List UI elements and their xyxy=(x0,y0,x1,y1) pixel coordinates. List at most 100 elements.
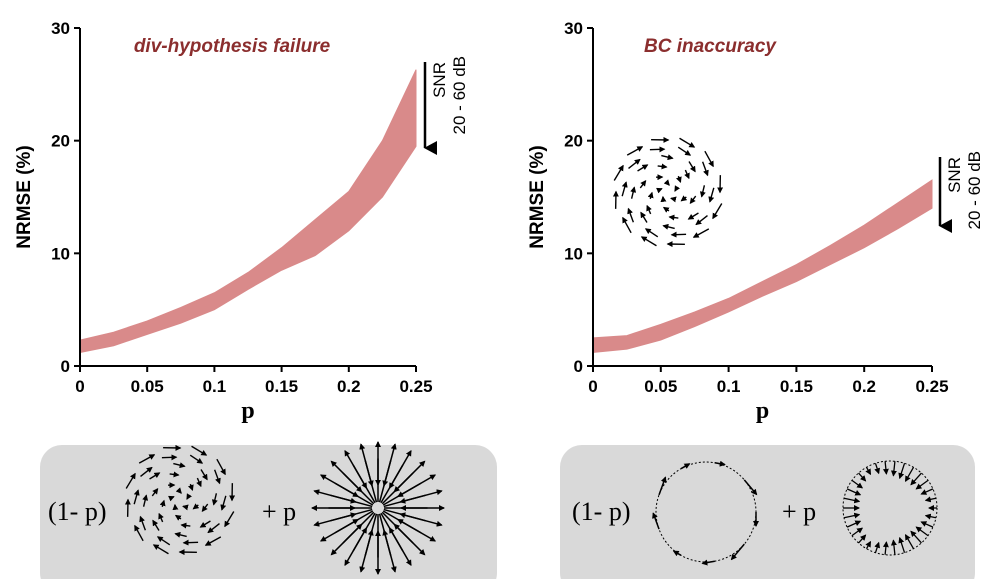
x-tick-label: 0.1 xyxy=(203,377,227,396)
field-arrow xyxy=(174,531,187,538)
field-arrow xyxy=(663,179,670,186)
field-arrow xyxy=(699,185,706,198)
field-arrow xyxy=(334,482,359,498)
field-arrow xyxy=(701,559,715,566)
field-arrow xyxy=(890,461,897,477)
field-arrow xyxy=(898,536,906,553)
field-arrow xyxy=(196,477,202,488)
field-arrow xyxy=(924,513,937,520)
field-arrow xyxy=(689,195,697,205)
field-arrow xyxy=(661,154,674,161)
field-arrow xyxy=(139,515,147,531)
field-arrow xyxy=(679,137,696,148)
annotation: SNR xyxy=(430,62,449,98)
field-arrow xyxy=(662,223,675,230)
field-arrow xyxy=(125,472,136,489)
field-arrow xyxy=(393,523,414,544)
band-area xyxy=(592,179,933,354)
field-arrow xyxy=(220,495,227,511)
field-arrow xyxy=(646,204,652,215)
y-tick-label: 10 xyxy=(564,244,583,263)
field-arrow xyxy=(388,527,404,552)
y-axis-label: NRMSE (%) xyxy=(527,145,548,248)
field-arrow xyxy=(644,228,659,238)
field-arrow xyxy=(364,459,374,487)
annotation: 20 - 60 dB xyxy=(965,151,984,229)
field-arrow xyxy=(382,529,392,557)
field-arrow xyxy=(684,169,690,180)
field-arrow xyxy=(662,206,670,213)
y-axis-label: NRMSE (%) xyxy=(14,145,35,248)
field-arrow xyxy=(161,454,178,461)
x-tick-label: 0 xyxy=(588,377,597,396)
field-arrow xyxy=(628,158,641,169)
field-arrow xyxy=(657,163,668,170)
field-arrow xyxy=(865,466,872,476)
formula-label: + p xyxy=(262,497,296,526)
field-arrow xyxy=(175,487,182,494)
field-arrow xyxy=(152,544,169,555)
field-arrow xyxy=(201,503,209,513)
field-arrow xyxy=(672,550,682,557)
field-arrow xyxy=(156,536,171,546)
field-arrow xyxy=(920,521,934,528)
field-arrow xyxy=(173,462,186,469)
x-tick-label: 0.05 xyxy=(131,377,164,396)
field-arrow xyxy=(334,518,359,534)
field-arrow xyxy=(151,487,159,497)
field-arrow xyxy=(186,493,193,500)
field-arrow xyxy=(910,530,922,544)
y-tick-label: 30 xyxy=(51,19,70,38)
y-tick-label: 30 xyxy=(564,19,583,38)
field-arrow xyxy=(140,466,153,477)
annotation: 20 - 60 dB xyxy=(450,56,469,134)
field-arrow xyxy=(680,463,691,470)
x-tick-label: 0.05 xyxy=(644,377,677,396)
field-arrow xyxy=(159,499,166,507)
field-arrow xyxy=(640,236,657,247)
field-arrow xyxy=(874,463,881,475)
field-arrow xyxy=(216,458,226,476)
field-arrow xyxy=(204,536,222,546)
field-arrow xyxy=(708,187,715,203)
field-arrow xyxy=(652,512,660,530)
field-arrow xyxy=(851,479,864,489)
annotation: SNR xyxy=(945,157,964,193)
field-arrow xyxy=(399,512,427,522)
field-arrow xyxy=(640,211,648,223)
field-arrow xyxy=(192,503,200,510)
field-arrow xyxy=(692,228,710,238)
field-arrow xyxy=(199,520,211,528)
formula-label: (1- p) xyxy=(572,497,630,526)
chart-title: div-hypothesis failure xyxy=(134,36,331,57)
field-arrow xyxy=(704,150,714,168)
x-axis-label: p xyxy=(756,398,769,424)
field-arrow xyxy=(649,146,666,153)
field-arrow xyxy=(329,494,357,504)
field-arrow xyxy=(695,215,708,226)
field-arrow xyxy=(174,514,182,521)
y-tick-label: 10 xyxy=(51,244,70,263)
field-arrow xyxy=(342,523,363,544)
field-arrow xyxy=(637,164,649,172)
field-arrow xyxy=(133,489,140,505)
field-arrow xyxy=(191,445,208,456)
y-tick-label: 0 xyxy=(574,357,583,376)
field-arrow xyxy=(352,527,368,552)
field-arrow xyxy=(182,539,199,546)
field-arrow xyxy=(399,494,427,504)
field-arrow xyxy=(882,541,889,555)
x-tick-label: 0.25 xyxy=(915,377,948,396)
x-tick-label: 0.15 xyxy=(265,377,298,396)
field-arrow xyxy=(858,534,867,544)
field-arrow xyxy=(622,216,632,234)
field-arrow xyxy=(920,488,934,495)
x-tick-label: 0.15 xyxy=(780,377,813,396)
field-arrow xyxy=(211,493,218,506)
field-arrow xyxy=(910,472,922,486)
field-arrow xyxy=(207,523,220,534)
field-arrow xyxy=(874,541,881,553)
field-arrow xyxy=(329,512,357,522)
field-arrow xyxy=(388,464,404,489)
y-tick-label: 0 xyxy=(61,357,70,376)
